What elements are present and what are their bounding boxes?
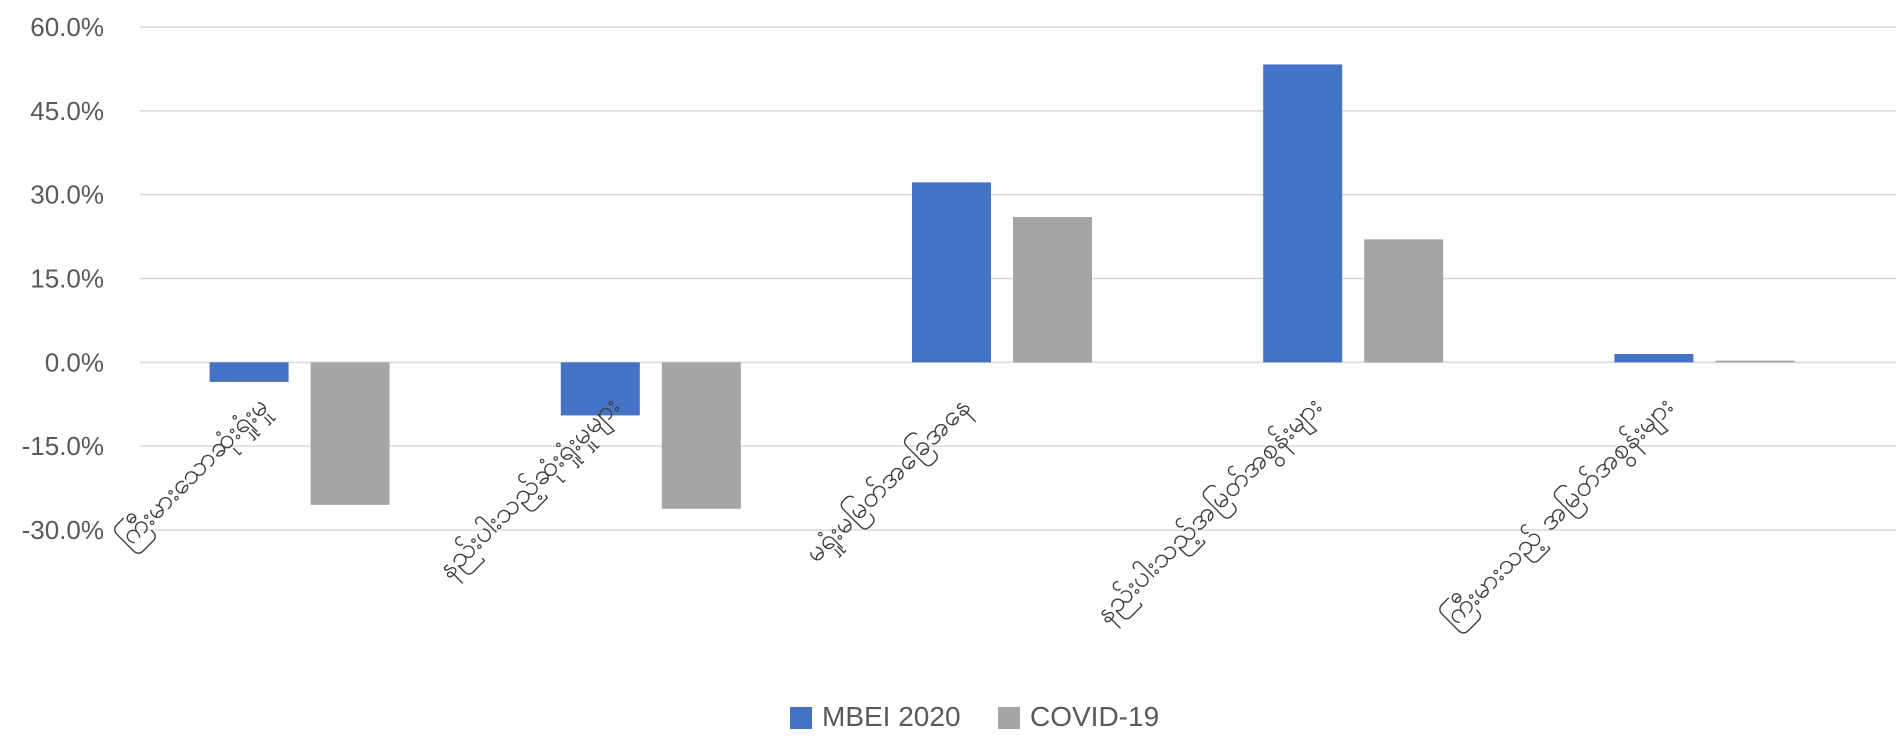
category-label: မရှုံးမမြတ်အခြေအနေ: [796, 388, 981, 573]
bar-mbei-2020: [209, 362, 289, 382]
y-tick-label: 15.0%: [30, 264, 104, 294]
bar-mbei-2020: [1263, 64, 1343, 363]
bar-covid-19: [1715, 360, 1795, 363]
gridlines: [140, 26, 1896, 531]
bar-mbei-2020: [560, 362, 640, 416]
legend: MBEI 2020 COVID-19: [790, 701, 1159, 732]
y-tick-label: 30.0%: [30, 180, 104, 210]
legend-label: COVID-19: [1030, 701, 1159, 732]
bar-covid-19: [661, 362, 741, 509]
y-axis-tick-labels: 60.0% 45.0% 30.0% 15.0% 0.0% -15.0% -30.0%: [22, 12, 104, 545]
y-tick-label: 60.0%: [30, 12, 104, 42]
legend-swatch: [790, 707, 812, 729]
bar-covid-19: [310, 362, 390, 505]
category-label: နည်းပါးသည့်အမြတ်အစွန်းများ: [1087, 388, 1333, 634]
category-label: ကြီးမားသည့် အမြတ်အစွန်းများ: [1434, 388, 1684, 638]
bar-mbei-2020: [912, 182, 991, 363]
y-tick-label: -30.0%: [22, 515, 104, 545]
legend-label: MBEI 2020: [822, 701, 961, 732]
bar-covid-19: [1364, 239, 1444, 363]
category-label: ကြီးမားသောဆုံးရှုံးမှု: [108, 388, 278, 558]
bar-covid-19: [1013, 217, 1092, 363]
legend-swatch: [998, 707, 1020, 729]
category-label: နည်းပါးသည့်ဆုံးရှုံးမှုများ: [430, 389, 630, 589]
y-tick-label: 0.0%: [45, 347, 104, 377]
bars: [209, 64, 1795, 509]
y-tick-label: 45.0%: [30, 96, 104, 126]
bar-mbei-2020: [1614, 353, 1694, 363]
y-tick-label: -15.0%: [22, 431, 104, 461]
